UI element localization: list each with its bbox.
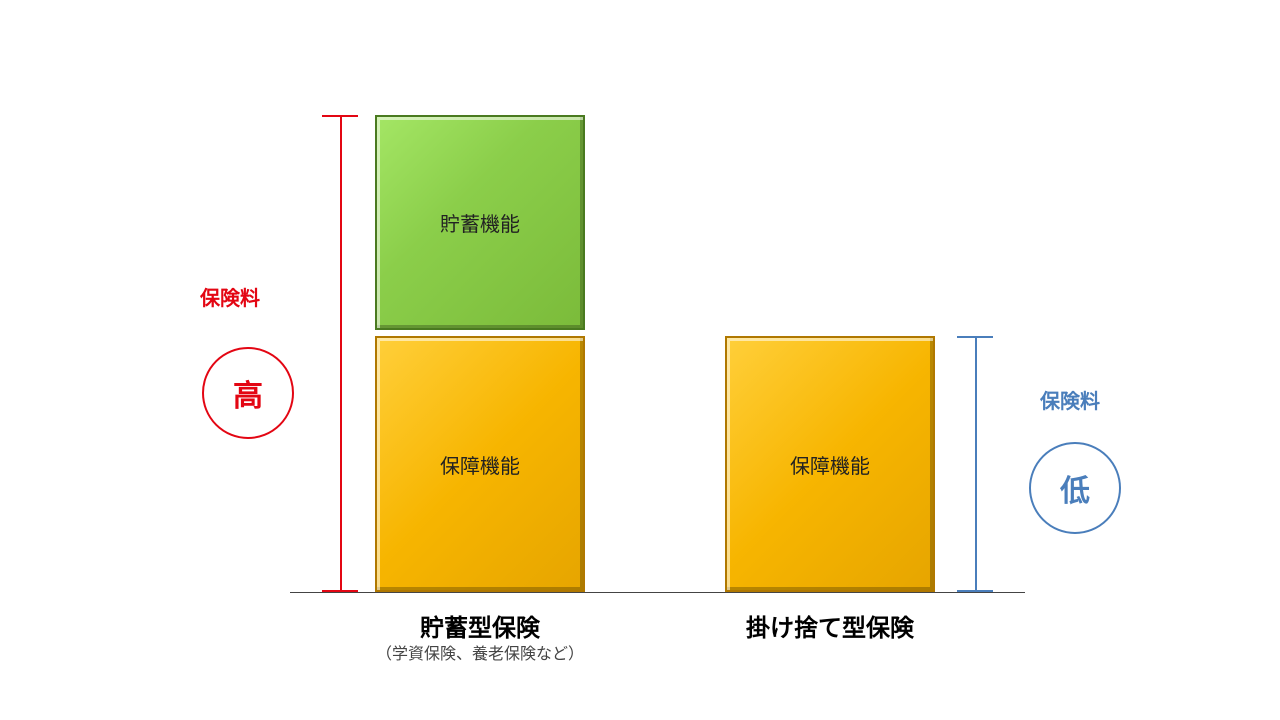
left-premium-circle-text: 高 [233,371,263,415]
baseline [290,592,1025,593]
left-bar-savings: 貯蓄機能 [375,115,585,330]
left-premium-label: 保険料 [200,282,260,311]
right-category-label: 掛け捨て型保険 [700,608,960,643]
diagram-stage: 貯蓄機能 保障機能 保障機能 貯蓄型保険 （学資保険、養老保険など） 掛け捨て型… [0,0,1280,720]
left-bar-protection: 保障機能 [375,336,585,592]
left-premium-circle: 高 [202,347,294,439]
left-category-sub: （学資保険、養老保険など） [345,640,615,664]
left-ibeam [322,115,358,592]
left-bar-protection-label: 保障機能 [440,450,520,479]
right-premium-label: 保険料 [1040,385,1100,414]
right-ibeam [957,336,993,592]
left-bar-savings-label: 貯蓄機能 [440,208,520,237]
left-category-label: 貯蓄型保険 [375,608,585,643]
right-premium-circle-text: 低 [1060,466,1090,510]
right-premium-circle: 低 [1029,442,1121,534]
right-bar-protection: 保障機能 [725,336,935,592]
right-bar-protection-label: 保障機能 [790,450,870,479]
